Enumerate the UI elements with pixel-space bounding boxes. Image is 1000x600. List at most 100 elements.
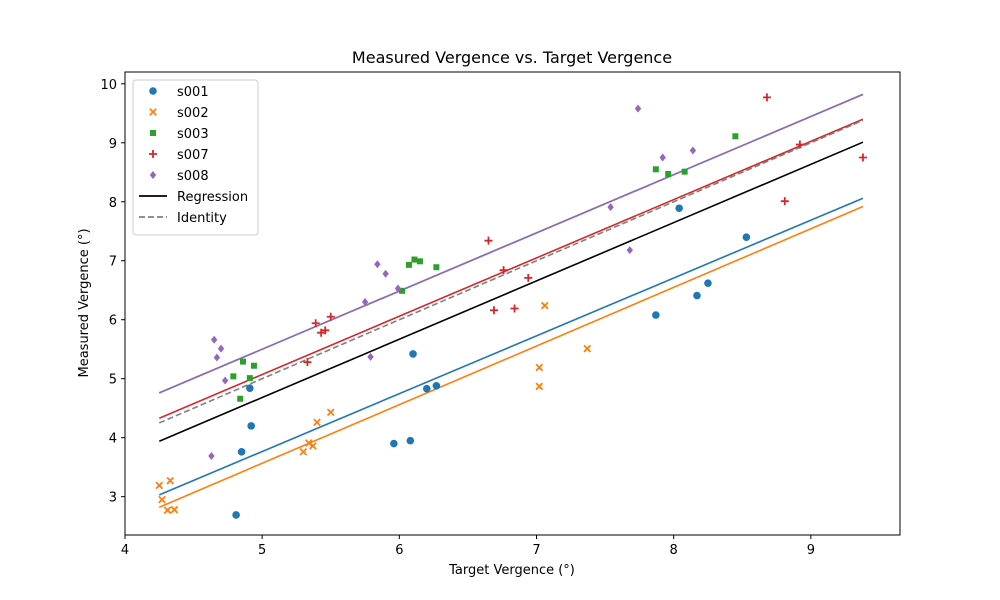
- data-point-s002: [163, 506, 172, 515]
- data-point-s003: [405, 261, 412, 268]
- data-point-s007: [317, 328, 326, 337]
- data-point-s002: [309, 442, 317, 450]
- data-point-s003: [230, 373, 237, 380]
- data-point-s008: [394, 284, 402, 293]
- data-point-s008: [221, 376, 229, 385]
- data-point-s002: [299, 448, 308, 456]
- data-point-s003: [681, 168, 688, 175]
- x-axis-label: Target Vergence (°): [448, 563, 575, 578]
- data-point-s003: [665, 171, 672, 178]
- data-point-s007: [795, 140, 804, 149]
- data-point-s001: [432, 381, 441, 390]
- data-point-s008: [374, 260, 381, 269]
- data-point-s003: [652, 166, 659, 173]
- data-point-s007: [524, 273, 533, 282]
- data-point-s008: [217, 344, 225, 353]
- data-point-s001: [390, 439, 398, 448]
- y-tick-label: 8: [109, 196, 117, 211]
- fit-line-s008: [158, 93, 864, 394]
- fit-line-s001: [158, 197, 864, 496]
- x-tick-label: 9: [807, 543, 815, 558]
- plot-area: [155, 93, 867, 519]
- data-point-s008: [208, 451, 215, 460]
- data-point-s003: [239, 358, 246, 365]
- data-point-s002: [535, 382, 544, 391]
- plot-frame: [124, 71, 901, 536]
- axes: 4 5 6 7 8 9 3 4 5 6 7 8 9 10: [100, 78, 815, 558]
- data-point-s008: [634, 104, 642, 113]
- data-point-s001: [422, 384, 431, 393]
- legend-label: s008: [177, 169, 209, 184]
- data-point-s001: [409, 350, 417, 358]
- y-tick-label: 7: [109, 255, 117, 270]
- legend-label: Regression: [177, 190, 248, 205]
- regression-line: [158, 141, 864, 442]
- data-point-s002: [540, 301, 549, 310]
- data-point-s003: [250, 362, 257, 369]
- data-point-s008: [367, 352, 374, 361]
- data-point-s002: [170, 505, 179, 514]
- data-point-s001: [247, 422, 255, 430]
- data-point-s007: [321, 326, 330, 335]
- data-point-s001: [675, 204, 683, 213]
- data-point-s001: [237, 448, 246, 456]
- data-point-s008: [213, 353, 221, 362]
- x-tick-label: 4: [121, 543, 129, 558]
- y-tick-label: 9: [109, 137, 117, 152]
- data-point-s003: [399, 287, 406, 294]
- data-point-s008: [382, 269, 389, 278]
- data-point-s008: [210, 335, 218, 344]
- x-tick-label: 8: [670, 543, 678, 558]
- legend-label: s002: [177, 106, 209, 121]
- data-point-s002: [313, 418, 321, 427]
- data-point-s007: [499, 266, 508, 275]
- fit-line-s002: [158, 205, 864, 509]
- data-point-s007: [510, 304, 519, 313]
- data-point-s003: [732, 133, 739, 140]
- data-point-s008: [607, 203, 614, 212]
- data-point-s002: [155, 481, 164, 490]
- data-point-s007: [484, 236, 493, 245]
- data-point-s001: [232, 511, 240, 519]
- identity-line: [158, 119, 864, 424]
- data-point-s001: [693, 291, 701, 300]
- legend-label: s003: [177, 127, 209, 142]
- legend-marker-s001: [149, 87, 157, 95]
- y-tick-label: 6: [109, 314, 117, 329]
- data-point-s008: [689, 146, 697, 155]
- legend-marker-s008: [149, 171, 157, 179]
- data-point-s007: [489, 306, 498, 315]
- data-point-s001: [742, 233, 751, 241]
- data-point-s008: [659, 153, 666, 162]
- data-point-s003: [237, 395, 244, 402]
- data-point-s008: [361, 298, 369, 307]
- y-tick-label: 3: [109, 491, 117, 506]
- data-point-s002: [535, 363, 544, 372]
- y-tick-label: 5: [109, 373, 117, 388]
- legend: s001 s002 s003 s007 s008 Regression Identity: [132, 79, 259, 236]
- x-tick-label: 7: [532, 543, 540, 558]
- data-point-s008: [626, 246, 633, 255]
- data-point-s001: [406, 436, 415, 445]
- data-point-s003: [246, 375, 253, 382]
- legend-marker-s003: [150, 130, 156, 136]
- data-point-s007: [780, 197, 789, 206]
- data-point-s002: [158, 495, 166, 504]
- data-point-s001: [652, 311, 660, 319]
- y-tick-label: 10: [100, 78, 117, 93]
- data-point-s003: [411, 256, 418, 263]
- legend-label: s001: [177, 85, 209, 100]
- chart-title: Measured Vergence vs. Target Vergence: [352, 48, 672, 67]
- data-point-s007: [762, 93, 771, 102]
- y-tick-label: 4: [109, 432, 117, 447]
- legend-label: Identity: [177, 211, 227, 226]
- data-point-s007: [303, 358, 312, 367]
- data-point-s001: [704, 279, 712, 287]
- data-point-s003: [416, 258, 423, 265]
- y-axis-label: Measured Vergence (°): [77, 228, 92, 377]
- x-tick-label: 5: [258, 543, 266, 558]
- legend-label: s007: [177, 148, 209, 163]
- data-point-s002: [166, 476, 175, 485]
- data-point-s007: [858, 153, 867, 162]
- data-point-s007: [326, 312, 335, 321]
